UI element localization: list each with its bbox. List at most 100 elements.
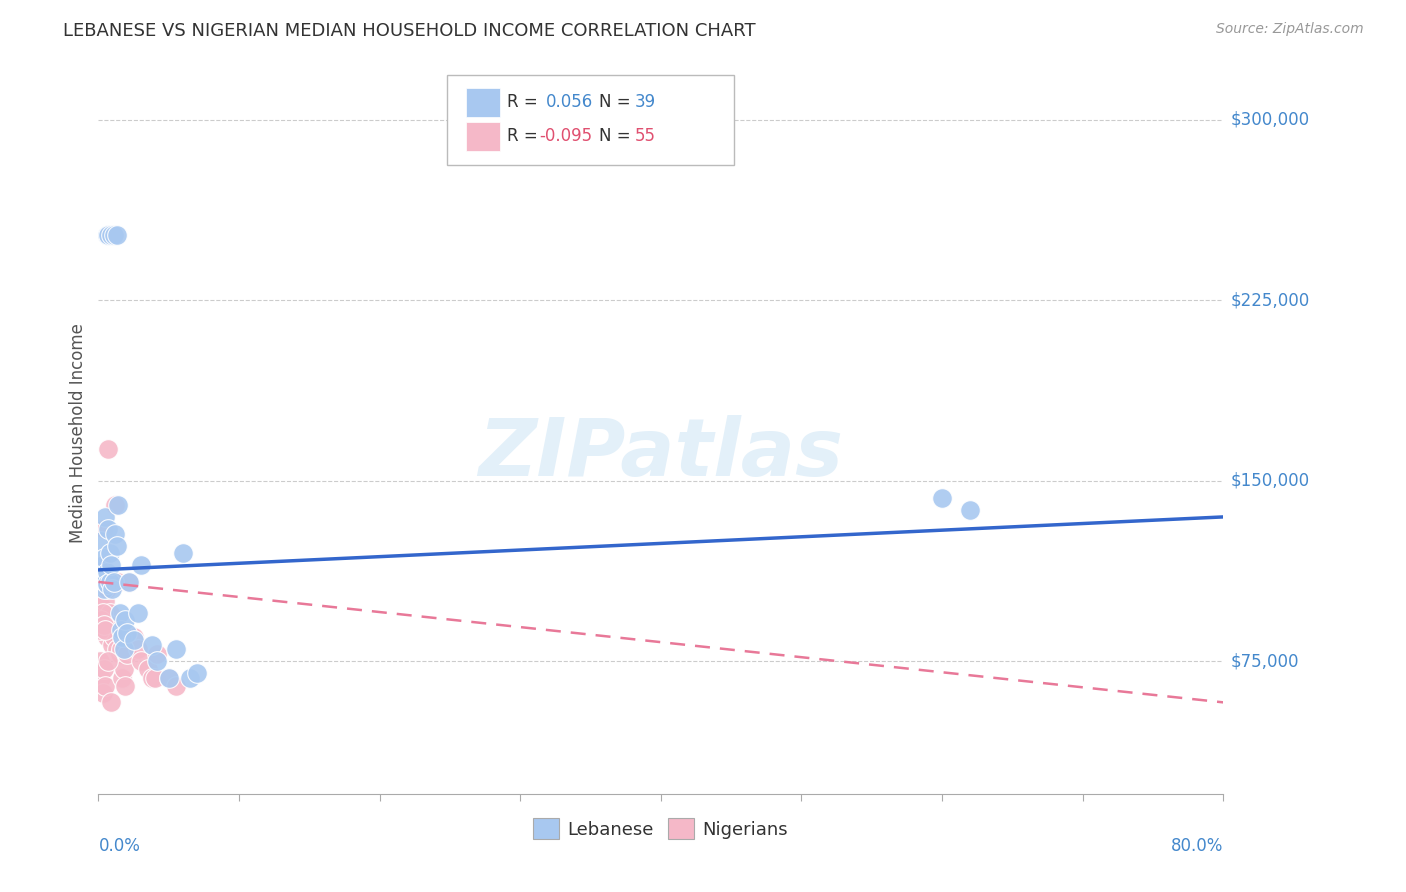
- FancyBboxPatch shape: [467, 122, 501, 151]
- Text: -0.095: -0.095: [540, 128, 592, 145]
- Point: [931, 491, 953, 505]
- Point: [108, 607, 131, 621]
- Point: [114, 614, 136, 628]
- Point: [96, 566, 118, 580]
- Point: [111, 671, 134, 685]
- Text: 39: 39: [636, 94, 657, 112]
- Point: [146, 655, 169, 669]
- Point: [90, 671, 112, 685]
- Point: [90, 582, 112, 597]
- Point: [94, 623, 117, 637]
- Point: [100, 574, 122, 589]
- Point: [93, 522, 115, 536]
- Point: [91, 607, 114, 621]
- Point: [97, 228, 120, 243]
- Point: [91, 574, 114, 589]
- Point: [105, 539, 128, 553]
- Point: [146, 647, 169, 661]
- Point: [97, 574, 120, 589]
- Point: [172, 546, 194, 560]
- Point: [105, 228, 128, 243]
- Point: [93, 574, 115, 589]
- Text: R =: R =: [506, 128, 543, 145]
- Text: $150,000: $150,000: [1230, 472, 1309, 490]
- Point: [104, 498, 127, 512]
- Point: [97, 655, 120, 669]
- Point: [127, 607, 149, 621]
- Point: [107, 498, 129, 512]
- Point: [96, 566, 118, 580]
- Point: [93, 662, 115, 676]
- Text: 55: 55: [636, 128, 657, 145]
- Point: [104, 526, 127, 541]
- Point: [97, 522, 120, 536]
- Text: Source: ZipAtlas.com: Source: ZipAtlas.com: [1216, 22, 1364, 37]
- Point: [110, 623, 132, 637]
- Point: [110, 642, 132, 657]
- Text: 80.0%: 80.0%: [1171, 838, 1223, 855]
- Text: R =: R =: [506, 94, 543, 112]
- Point: [89, 655, 111, 669]
- Point: [103, 574, 125, 589]
- Text: $75,000: $75,000: [1230, 652, 1299, 671]
- Point: [105, 574, 128, 589]
- Point: [90, 533, 112, 548]
- Point: [98, 574, 121, 589]
- Point: [103, 574, 125, 589]
- Point: [108, 647, 131, 661]
- FancyBboxPatch shape: [467, 88, 501, 117]
- Text: ZIPatlas: ZIPatlas: [478, 416, 844, 493]
- Y-axis label: Median Household Income: Median Household Income: [69, 323, 87, 542]
- Point: [90, 599, 112, 613]
- Point: [157, 671, 180, 685]
- Point: [89, 563, 111, 577]
- Point: [96, 630, 118, 644]
- Point: [103, 630, 125, 644]
- Point: [90, 570, 112, 584]
- Point: [127, 642, 149, 657]
- Point: [91, 686, 114, 700]
- Point: [91, 558, 114, 573]
- Point: [112, 642, 135, 657]
- FancyBboxPatch shape: [447, 75, 734, 165]
- Point: [96, 582, 118, 597]
- Point: [94, 510, 117, 524]
- Point: [93, 618, 115, 632]
- Point: [959, 502, 981, 516]
- Point: [115, 625, 138, 640]
- Text: $225,000: $225,000: [1230, 291, 1309, 310]
- Point: [165, 642, 187, 657]
- Point: [100, 618, 122, 632]
- Point: [122, 630, 145, 644]
- Point: [107, 574, 129, 589]
- Point: [94, 678, 117, 692]
- Point: [94, 594, 117, 608]
- Text: N =: N =: [599, 128, 636, 145]
- Point: [186, 666, 208, 681]
- Point: [141, 638, 163, 652]
- Point: [94, 574, 117, 589]
- Point: [157, 671, 180, 685]
- Point: [89, 607, 111, 621]
- Point: [115, 647, 138, 661]
- Point: [89, 618, 111, 632]
- Point: [100, 558, 122, 573]
- Point: [94, 574, 117, 589]
- Point: [141, 671, 163, 685]
- Point: [118, 574, 141, 589]
- Point: [129, 558, 152, 573]
- Point: [136, 662, 159, 676]
- Text: 0.056: 0.056: [546, 94, 593, 112]
- Point: [98, 546, 121, 560]
- Point: [101, 582, 124, 597]
- Point: [114, 678, 136, 692]
- Point: [91, 558, 114, 573]
- Point: [97, 442, 120, 457]
- Point: [112, 662, 135, 676]
- Point: [96, 577, 118, 591]
- Point: [143, 671, 166, 685]
- Text: LEBANESE VS NIGERIAN MEDIAN HOUSEHOLD INCOME CORRELATION CHART: LEBANESE VS NIGERIAN MEDIAN HOUSEHOLD IN…: [63, 22, 756, 40]
- Point: [179, 671, 201, 685]
- Point: [96, 228, 118, 243]
- Point: [89, 623, 111, 637]
